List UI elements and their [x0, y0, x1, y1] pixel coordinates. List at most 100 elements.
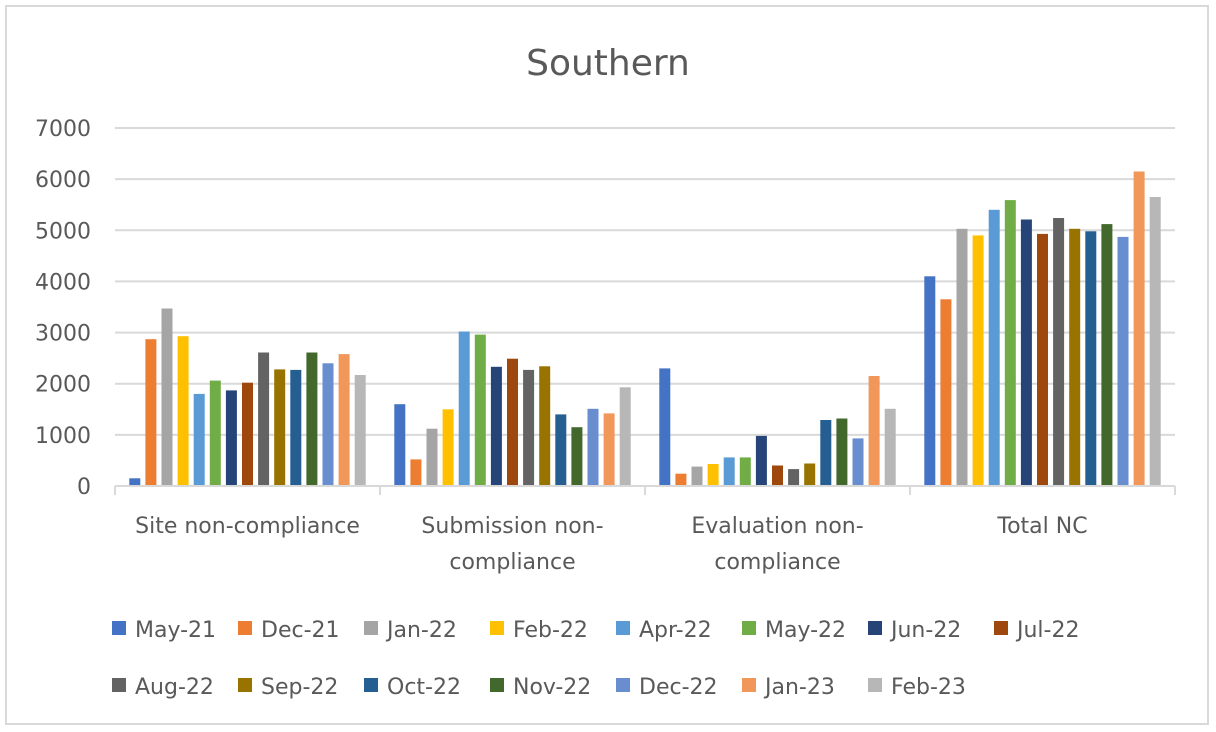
legend-label: Sep-22	[261, 675, 338, 700]
bar	[852, 438, 864, 486]
bar	[442, 409, 454, 486]
bar	[354, 375, 366, 486]
bar	[804, 463, 816, 486]
legend-label: Apr-22	[639, 618, 712, 643]
category-label: Total NC	[996, 514, 1087, 539]
bar	[772, 465, 783, 486]
bar	[1053, 218, 1065, 486]
bar	[258, 352, 270, 486]
bar	[1149, 197, 1161, 486]
legend-swatch	[742, 678, 756, 692]
bar	[587, 408, 599, 486]
legend-swatch	[364, 621, 378, 635]
bar	[820, 420, 832, 486]
legend-swatch	[994, 621, 1008, 635]
bar	[1085, 231, 1097, 486]
bar	[988, 209, 1000, 487]
bar	[458, 331, 470, 486]
bar	[755, 435, 767, 486]
bar	[691, 466, 703, 486]
y-tick-label: 7000	[35, 117, 91, 142]
category-label: Submission non-	[421, 514, 603, 539]
bar	[1117, 236, 1129, 486]
legend-swatch	[868, 678, 882, 692]
bar	[1101, 224, 1113, 486]
bar	[290, 369, 302, 486]
bar	[507, 358, 518, 486]
bar	[145, 339, 157, 486]
bar	[474, 334, 486, 486]
bar	[788, 469, 800, 486]
bar	[924, 276, 936, 486]
bar	[177, 336, 189, 486]
bar	[1004, 200, 1016, 486]
bar	[836, 418, 848, 486]
legend-label: Nov-22	[513, 675, 591, 700]
legend-label: May-22	[765, 618, 846, 643]
bar	[675, 473, 687, 486]
legend-label: Dec-22	[639, 675, 718, 700]
legend-swatch	[868, 621, 882, 635]
y-tick-label: 2000	[35, 373, 91, 398]
bar	[193, 393, 205, 486]
legend-swatch	[616, 621, 630, 635]
bar	[619, 387, 631, 486]
y-tick-label: 0	[77, 475, 91, 500]
bar	[242, 382, 253, 486]
bar	[884, 408, 896, 486]
category-label: Evaluation non-	[691, 514, 863, 539]
bar	[523, 369, 535, 486]
bar	[1037, 233, 1048, 486]
bar	[306, 352, 318, 486]
bar	[129, 478, 141, 486]
bar	[539, 366, 551, 486]
bar	[555, 414, 567, 486]
legend-label: May-21	[135, 618, 216, 643]
bar	[739, 457, 751, 486]
bar	[394, 404, 406, 486]
bar	[490, 366, 502, 486]
bar	[723, 457, 735, 486]
bar	[410, 459, 422, 486]
bar	[707, 464, 719, 486]
bar	[868, 376, 880, 486]
bar	[1020, 219, 1032, 486]
legend-label: Jun-22	[889, 618, 961, 643]
legend-label: Oct-22	[387, 675, 461, 700]
bar	[274, 369, 286, 486]
bar	[956, 228, 968, 487]
legend-swatch	[742, 621, 756, 635]
bar	[322, 363, 334, 486]
legend-label: Feb-23	[891, 675, 966, 700]
legend-swatch	[364, 678, 378, 692]
y-tick-label: 5000	[35, 219, 91, 244]
category-label: compliance	[449, 550, 575, 575]
legend-label: Feb-22	[513, 618, 588, 643]
y-tick-label: 3000	[35, 322, 91, 347]
y-tick-label: 1000	[35, 424, 91, 449]
legend-label: Jan-23	[763, 675, 835, 700]
bar	[338, 354, 350, 486]
bar	[571, 427, 583, 486]
legend-swatch	[238, 678, 252, 692]
legend-label: Aug-22	[135, 675, 214, 700]
category-label: compliance	[714, 550, 840, 575]
chart-title: Southern	[526, 43, 690, 84]
bar	[940, 299, 952, 486]
legend-swatch	[616, 678, 630, 692]
category-label: Site non-compliance	[135, 514, 360, 539]
legend-swatch	[490, 621, 504, 635]
legend-label: Jan-22	[385, 618, 457, 643]
legend-label: Jul-22	[1015, 618, 1079, 643]
bar	[972, 235, 984, 486]
legend-swatch	[490, 678, 504, 692]
legend-swatch	[112, 621, 126, 635]
bar	[161, 308, 173, 486]
bar	[1133, 171, 1145, 486]
bar	[1069, 228, 1081, 487]
legend-swatch	[238, 621, 252, 635]
bar	[209, 380, 221, 486]
legend-label: Dec-21	[261, 618, 340, 643]
bar	[659, 368, 671, 486]
